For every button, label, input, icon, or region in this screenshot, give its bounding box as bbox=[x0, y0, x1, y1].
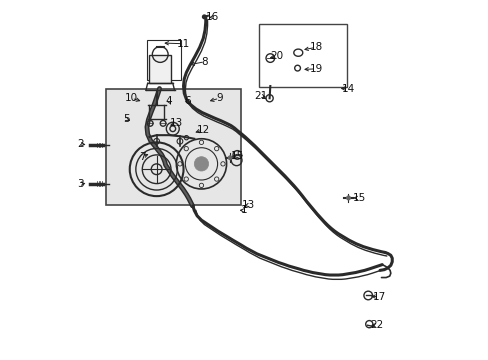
Text: 8: 8 bbox=[202, 57, 208, 67]
Text: 17: 17 bbox=[371, 292, 385, 302]
Text: 9: 9 bbox=[216, 93, 222, 103]
Circle shape bbox=[194, 157, 208, 171]
Text: 14: 14 bbox=[341, 84, 354, 94]
Bar bbox=[149, 55, 171, 83]
Text: 4: 4 bbox=[165, 96, 172, 106]
Text: 6: 6 bbox=[183, 96, 190, 106]
Bar bbox=[258, 24, 346, 87]
Text: 3: 3 bbox=[77, 179, 83, 189]
Circle shape bbox=[202, 15, 206, 19]
Text: 16: 16 bbox=[205, 12, 219, 22]
Bar bbox=[106, 89, 241, 205]
Circle shape bbox=[228, 156, 231, 159]
Text: 13: 13 bbox=[241, 200, 254, 210]
Text: 22: 22 bbox=[370, 320, 383, 330]
Circle shape bbox=[346, 196, 349, 200]
Text: 13: 13 bbox=[169, 118, 183, 128]
Text: 5: 5 bbox=[122, 114, 129, 124]
Text: 1: 1 bbox=[241, 206, 247, 216]
Bar bbox=[147, 40, 181, 80]
Text: 10: 10 bbox=[125, 93, 138, 103]
Text: 7: 7 bbox=[139, 152, 145, 162]
Text: 18: 18 bbox=[309, 42, 322, 52]
Text: 19: 19 bbox=[309, 64, 322, 74]
Text: 20: 20 bbox=[270, 51, 283, 61]
Text: 11: 11 bbox=[177, 39, 190, 49]
Text: 21: 21 bbox=[253, 91, 267, 101]
Text: 12: 12 bbox=[196, 125, 209, 135]
Text: 2: 2 bbox=[77, 139, 83, 149]
Text: 15: 15 bbox=[230, 151, 244, 161]
Text: 15: 15 bbox=[352, 193, 365, 203]
